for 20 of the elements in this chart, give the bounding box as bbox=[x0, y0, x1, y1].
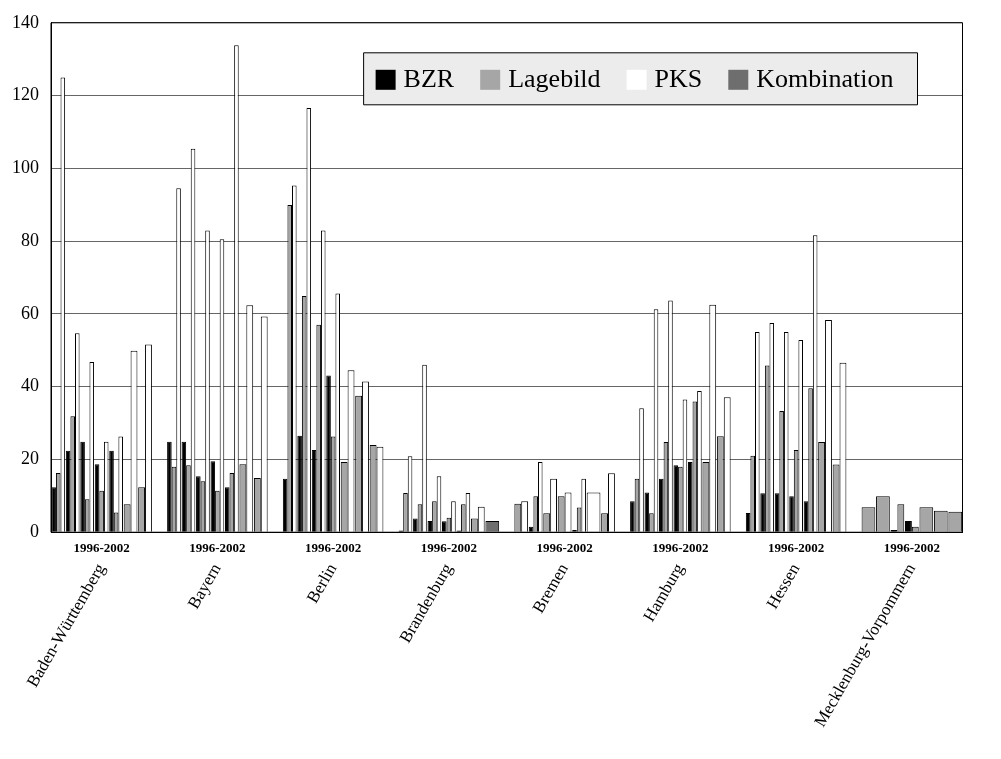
y-tick-label: 100 bbox=[12, 157, 39, 178]
text: 1996-2002 bbox=[883, 540, 941, 556]
y-tick-label: 140 bbox=[12, 11, 39, 32]
legend-label: BZR bbox=[403, 63, 455, 93]
text: 1996-2002 bbox=[420, 540, 478, 556]
legend-label: Lagebild bbox=[508, 63, 601, 93]
legend-label: Kombination bbox=[756, 63, 894, 93]
text: 1996-2002 bbox=[304, 540, 362, 556]
y-tick-label: 40 bbox=[21, 375, 39, 396]
y-tick-label: 80 bbox=[21, 229, 39, 250]
text: 1996-2002 bbox=[189, 540, 246, 556]
text: 1996-2002 bbox=[652, 540, 709, 556]
text: 1996-2002 bbox=[73, 540, 130, 556]
text: 1996-2002 bbox=[536, 540, 593, 556]
y-tick-label: 120 bbox=[12, 84, 39, 105]
y-tick-label: 20 bbox=[21, 448, 39, 469]
legend-label: PKS bbox=[654, 63, 703, 93]
y-tick-label: 0 bbox=[30, 520, 39, 541]
y-tick-label: 60 bbox=[21, 302, 39, 323]
text: 1996-2002 bbox=[767, 540, 825, 556]
